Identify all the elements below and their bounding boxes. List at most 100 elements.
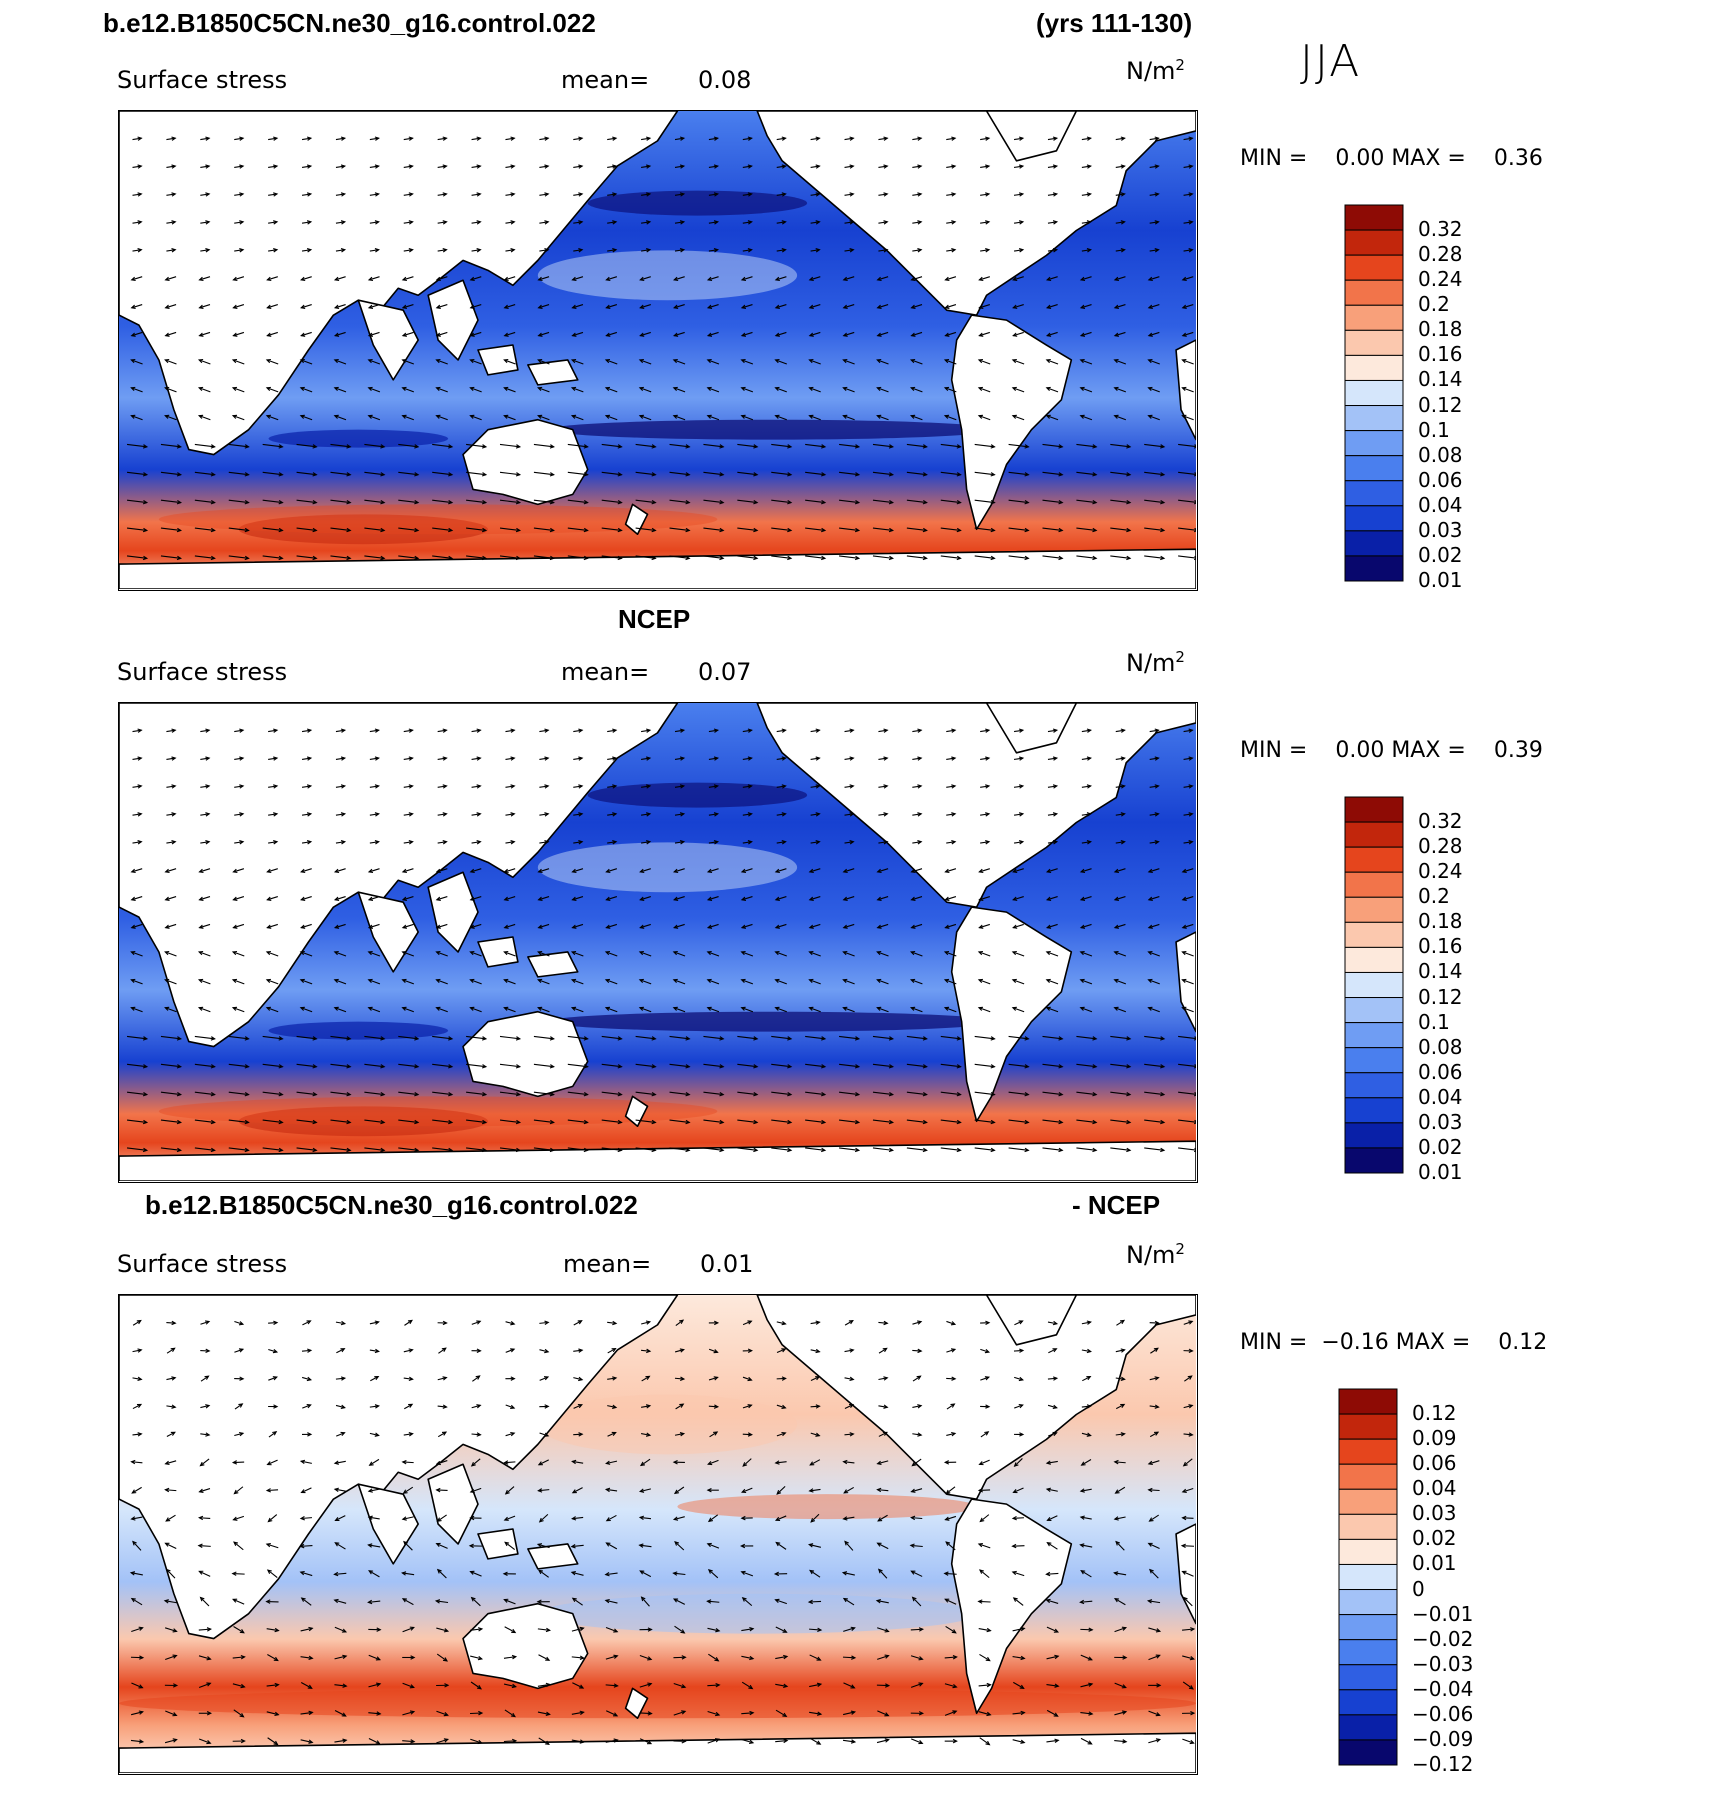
coastline [462,1010,589,1098]
stress-vector-head [876,1487,882,1493]
stress-vector-head [672,358,678,364]
stress-vector-head [774,386,780,392]
stress-vector [607,757,617,760]
stress-vector-head [888,499,895,505]
stress-vector [810,221,820,224]
stress-vector-head [1086,220,1092,225]
stress-vector [1013,896,1024,901]
stress-vector [335,249,345,252]
stress-vector-head [714,1657,720,1662]
stress-vector [1076,471,1097,476]
stress-vector-head [476,812,482,817]
stress-vector-head [571,1516,577,1521]
stress-vector-head [537,332,543,337]
stress-vector-head [842,276,848,282]
stress-vector-head [273,1656,279,1662]
stress-vector [708,165,718,168]
stress-vector [842,1656,855,1659]
stress-vector-head [787,1064,793,1069]
stress-vector-head [753,1036,759,1041]
stress-vector [335,1515,346,1521]
stress-vector [1182,868,1194,873]
stress-vector-head [367,386,373,392]
stress-vector [1012,359,1025,365]
stress-vector [844,813,854,816]
stress-vector-head [1052,248,1059,253]
stress-vector-head [374,728,380,733]
stress-vector-head [617,499,623,505]
stress-vector [301,896,312,901]
stress-vector-head [950,1403,956,1408]
stress-vector [432,1091,453,1096]
stress-vector [268,221,278,224]
stress-vector [165,359,177,365]
stress-vector [1114,1627,1127,1633]
stress-vector [1046,276,1058,281]
stress-vector-head [1080,1461,1086,1466]
stress-vector [300,1460,312,1464]
stress-vector-head [1079,386,1085,392]
stress-vector [843,359,855,365]
stress-vector [232,415,245,421]
stress-vector [194,1119,215,1123]
stress-vector-head [647,1682,653,1687]
stress-vector [1080,923,1092,929]
stress-vector [601,1091,622,1096]
stress-vector-head [842,414,848,419]
stress-vector [505,841,515,844]
stress-vector-head [1153,1347,1159,1352]
stress-vector [1047,757,1057,760]
stress-vector-head [990,1147,996,1153]
stress-vector [160,527,181,531]
stress-vector-head [537,358,543,364]
stress-vector [809,331,821,337]
stress-vector [674,757,684,760]
stress-vector-head [340,1320,347,1326]
stress-vector-head [510,192,516,197]
stress-vector-head [776,1490,782,1495]
stress-vector [1182,359,1194,365]
stress-vector [673,951,686,957]
stress-vector [878,1431,888,1437]
stress-vector-head [1079,1488,1085,1493]
stress-vector-head [1086,1404,1093,1409]
stress-vector [437,137,447,141]
stress-vector-head [265,1599,271,1604]
stress-vector-head [132,1540,137,1546]
stress-vector [198,1682,211,1688]
stress-vector [132,1320,142,1326]
stress-vector-head [136,1319,142,1325]
stress-vector-head [842,950,848,956]
stress-vector [1080,1007,1093,1013]
stress-vector [674,923,685,929]
stress-vector-head [817,1627,823,1633]
stress-vector [844,1349,854,1353]
stress-vector-head [401,358,407,364]
stress-vector [330,1035,351,1040]
stress-vector [504,1461,516,1464]
stress-vector [1008,471,1029,476]
stress-vector [1012,951,1025,957]
stress-vector [805,471,826,476]
stress-vector-head [176,444,183,449]
stress-vector-head [1126,499,1132,505]
stress-vector [368,387,381,393]
stress-vector [843,1627,855,1632]
stress-vector-head [617,1064,623,1069]
colorbar-3-tick-label: 0.09 [1412,1426,1457,1451]
stress-vector [571,951,584,957]
stress-vector [978,359,991,365]
stress-vector [300,1544,313,1547]
stress-vector [1114,951,1127,957]
colorbar-2-box-13 [1344,1122,1404,1149]
stress-vector [980,785,990,788]
stress-vector-head [333,1006,339,1011]
stress-vector [877,868,889,873]
stress-vector-head [605,1460,611,1465]
stress-vector [228,527,249,531]
stress-vector-head [821,444,827,449]
stress-vector [572,1460,584,1464]
stress-vector-head [583,527,589,533]
stress-vector-head [884,1683,891,1688]
stress-vector-head [1019,1348,1025,1353]
